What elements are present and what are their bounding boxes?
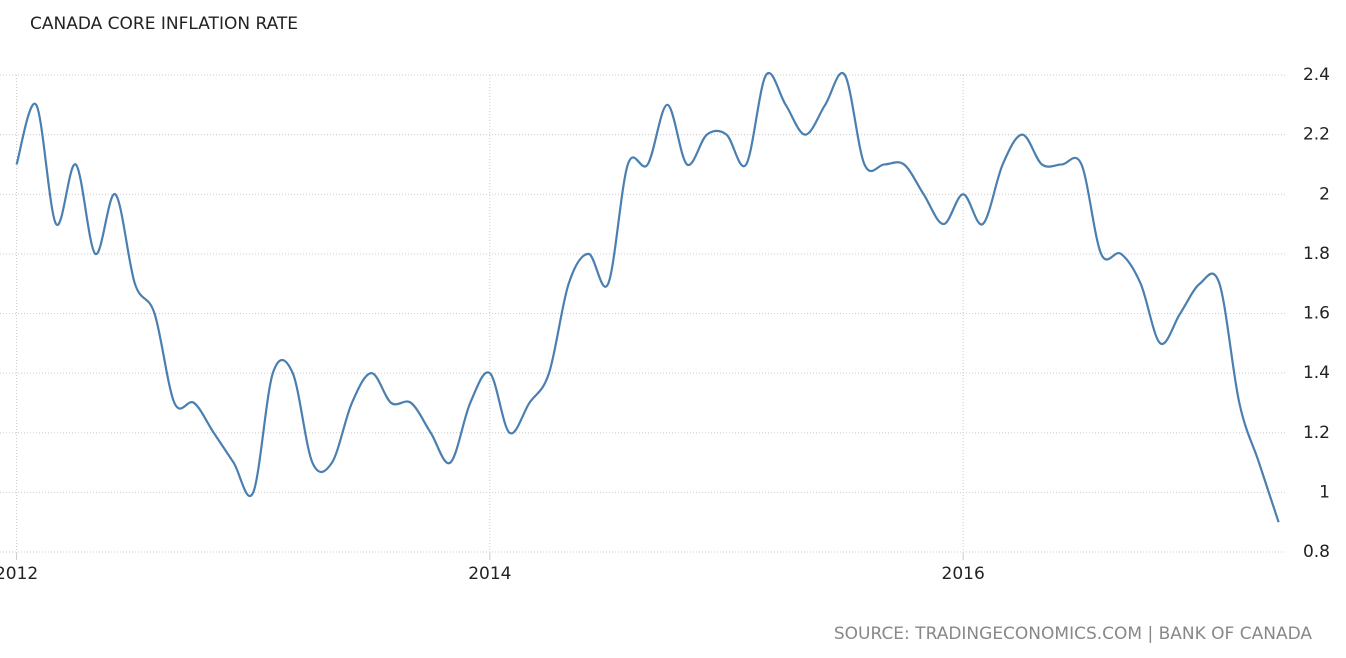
y-tick-label: 1 [1319,482,1330,502]
y-tick-label: 1.4 [1303,363,1330,383]
chart-title: CANADA CORE INFLATION RATE [30,14,298,34]
y-tick-label: 2 [1319,184,1330,204]
data-line [15,71,1280,523]
y-tick-label: 1.2 [1303,423,1330,443]
x-tick-label: 2014 [468,564,511,584]
y-tick-label: 2.4 [1303,65,1330,85]
y-tick-label: 2.2 [1303,125,1330,145]
y-tick-label: 1.8 [1303,244,1330,264]
y-tick-label: 0.8 [1303,542,1330,562]
x-tick-label: 2012 [0,564,38,584]
y-tick-label: 1.6 [1303,304,1330,324]
x-tick-label: 2016 [942,564,985,584]
source: SOURCE: TRADINGECONOMICS.COM | BANK OF C… [834,624,1313,644]
